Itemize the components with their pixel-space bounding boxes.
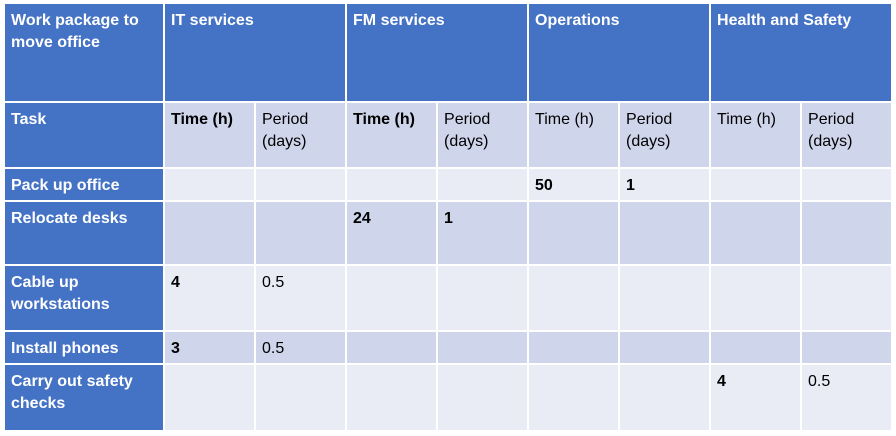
time-cell: 3 — [163, 330, 256, 365]
time-cell — [527, 330, 621, 365]
period-header: Period (days) — [618, 101, 712, 169]
time-cell: 24 — [345, 200, 439, 266]
period-cell: 0.5 — [253, 330, 348, 365]
time-cell — [709, 330, 803, 365]
period-header: Period (days) — [800, 101, 894, 169]
table-row: Pack up office 50 1 — [3, 167, 894, 202]
task-cell: Install phones — [3, 330, 165, 365]
period-cell — [436, 363, 530, 432]
table-title-cell: Work package to move office — [3, 2, 165, 103]
period-cell — [800, 200, 894, 266]
time-header: Time (h) — [345, 101, 439, 169]
time-cell — [345, 330, 439, 365]
period-cell: 0.5 — [253, 264, 348, 332]
time-cell: 50 — [527, 167, 621, 202]
period-cell — [800, 330, 894, 365]
table-row: Cable up workstations 4 0.5 — [3, 264, 894, 332]
department-health-safety: Health and Safety — [709, 2, 894, 103]
table-row: Relocate desks 24 1 — [3, 200, 894, 266]
period-cell — [618, 363, 712, 432]
department-fm-services: FM services — [345, 2, 530, 103]
task-column-header: Task — [3, 101, 165, 169]
period-cell: 1 — [436, 200, 530, 266]
header-row: Work package to move office IT services … — [3, 2, 894, 103]
period-cell — [253, 200, 348, 266]
department-operations: Operations — [527, 2, 712, 103]
time-cell: 4 — [709, 363, 803, 432]
period-cell — [436, 264, 530, 332]
time-cell — [709, 167, 803, 202]
period-cell — [800, 264, 894, 332]
period-header: Period (days) — [253, 101, 348, 169]
table-row: Install phones 3 0.5 — [3, 330, 894, 365]
period-header: Period (days) — [436, 101, 530, 169]
time-cell — [345, 363, 439, 432]
table-row: Carry out safety checks 4 0.5 — [3, 363, 894, 432]
period-cell: 0.5 — [800, 363, 894, 432]
period-cell — [436, 330, 530, 365]
period-cell — [618, 330, 712, 365]
period-cell — [618, 264, 712, 332]
time-cell — [709, 200, 803, 266]
period-cell — [800, 167, 894, 202]
time-cell — [163, 200, 256, 266]
time-cell — [527, 264, 621, 332]
time-cell — [527, 363, 621, 432]
time-cell — [345, 167, 439, 202]
department-it-services: IT services — [162, 2, 348, 103]
task-cell: Relocate desks — [3, 200, 165, 266]
period-cell — [436, 167, 530, 202]
period-cell — [618, 200, 712, 266]
task-cell: Carry out safety checks — [3, 363, 165, 432]
task-cell: Pack up office — [3, 167, 165, 202]
time-cell — [709, 264, 803, 332]
time-header: Time (h) — [709, 101, 803, 169]
subheader-row: Task Time (h) Period (days) Time (h) Per… — [3, 101, 894, 169]
time-cell — [345, 264, 439, 332]
work-package-table-container: Work package to move office IT services … — [3, 2, 894, 432]
period-cell — [253, 167, 348, 202]
time-header: Time (h) — [163, 101, 256, 169]
period-cell — [253, 363, 348, 432]
time-cell — [163, 363, 256, 432]
period-cell: 1 — [618, 167, 712, 202]
task-cell: Cable up workstations — [3, 264, 165, 332]
work-package-table: Work package to move office IT services … — [3, 2, 894, 432]
time-cell: 4 — [163, 264, 256, 332]
time-cell — [527, 200, 621, 266]
time-header: Time (h) — [527, 101, 621, 169]
time-cell — [163, 167, 256, 202]
